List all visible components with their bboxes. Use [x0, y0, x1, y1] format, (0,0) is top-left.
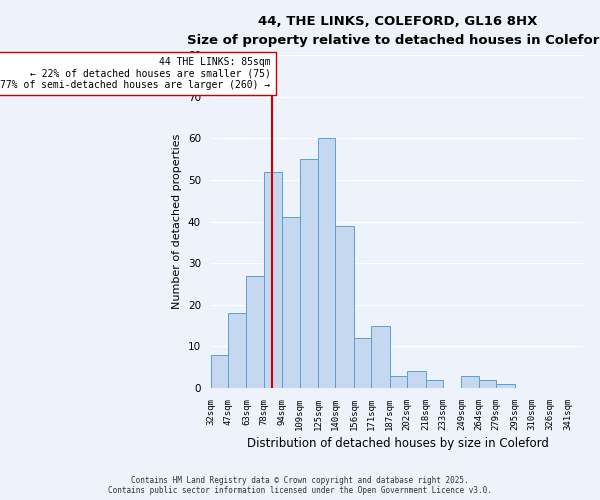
- X-axis label: Distribution of detached houses by size in Coleford: Distribution of detached houses by size …: [247, 437, 549, 450]
- Text: 44 THE LINKS: 85sqm
← 22% of detached houses are smaller (75)
77% of semi-detach: 44 THE LINKS: 85sqm ← 22% of detached ho…: [1, 57, 271, 90]
- Bar: [425, 380, 443, 388]
- Bar: [299, 159, 318, 388]
- Bar: [479, 380, 496, 388]
- Bar: [264, 172, 282, 388]
- Text: Contains HM Land Registry data © Crown copyright and database right 2025.
Contai: Contains HM Land Registry data © Crown c…: [108, 476, 492, 495]
- Bar: [335, 226, 354, 388]
- Bar: [461, 376, 479, 388]
- Bar: [354, 338, 371, 388]
- Bar: [318, 138, 335, 388]
- Title: 44, THE LINKS, COLEFORD, GL16 8HX
Size of property relative to detached houses i: 44, THE LINKS, COLEFORD, GL16 8HX Size o…: [187, 15, 600, 47]
- Bar: [211, 355, 228, 388]
- Bar: [407, 372, 425, 388]
- Y-axis label: Number of detached properties: Number of detached properties: [172, 134, 182, 310]
- Bar: [496, 384, 515, 388]
- Bar: [282, 218, 299, 388]
- Bar: [390, 376, 407, 388]
- Bar: [228, 313, 247, 388]
- Bar: [371, 326, 390, 388]
- Bar: [247, 276, 264, 388]
